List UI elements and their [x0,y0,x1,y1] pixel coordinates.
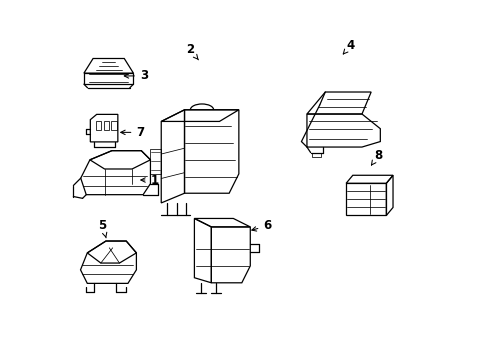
Text: 8: 8 [371,149,382,165]
Text: 2: 2 [185,43,198,60]
Text: 4: 4 [343,40,354,54]
Bar [103,121,109,130]
Text: 5: 5 [99,219,106,238]
Text: 6: 6 [251,219,271,232]
Text: 7: 7 [121,126,144,139]
Text: 3: 3 [124,69,148,82]
Bar [111,121,117,130]
Text: 1: 1 [141,174,158,186]
Bar [96,121,101,130]
Bar [311,153,320,157]
